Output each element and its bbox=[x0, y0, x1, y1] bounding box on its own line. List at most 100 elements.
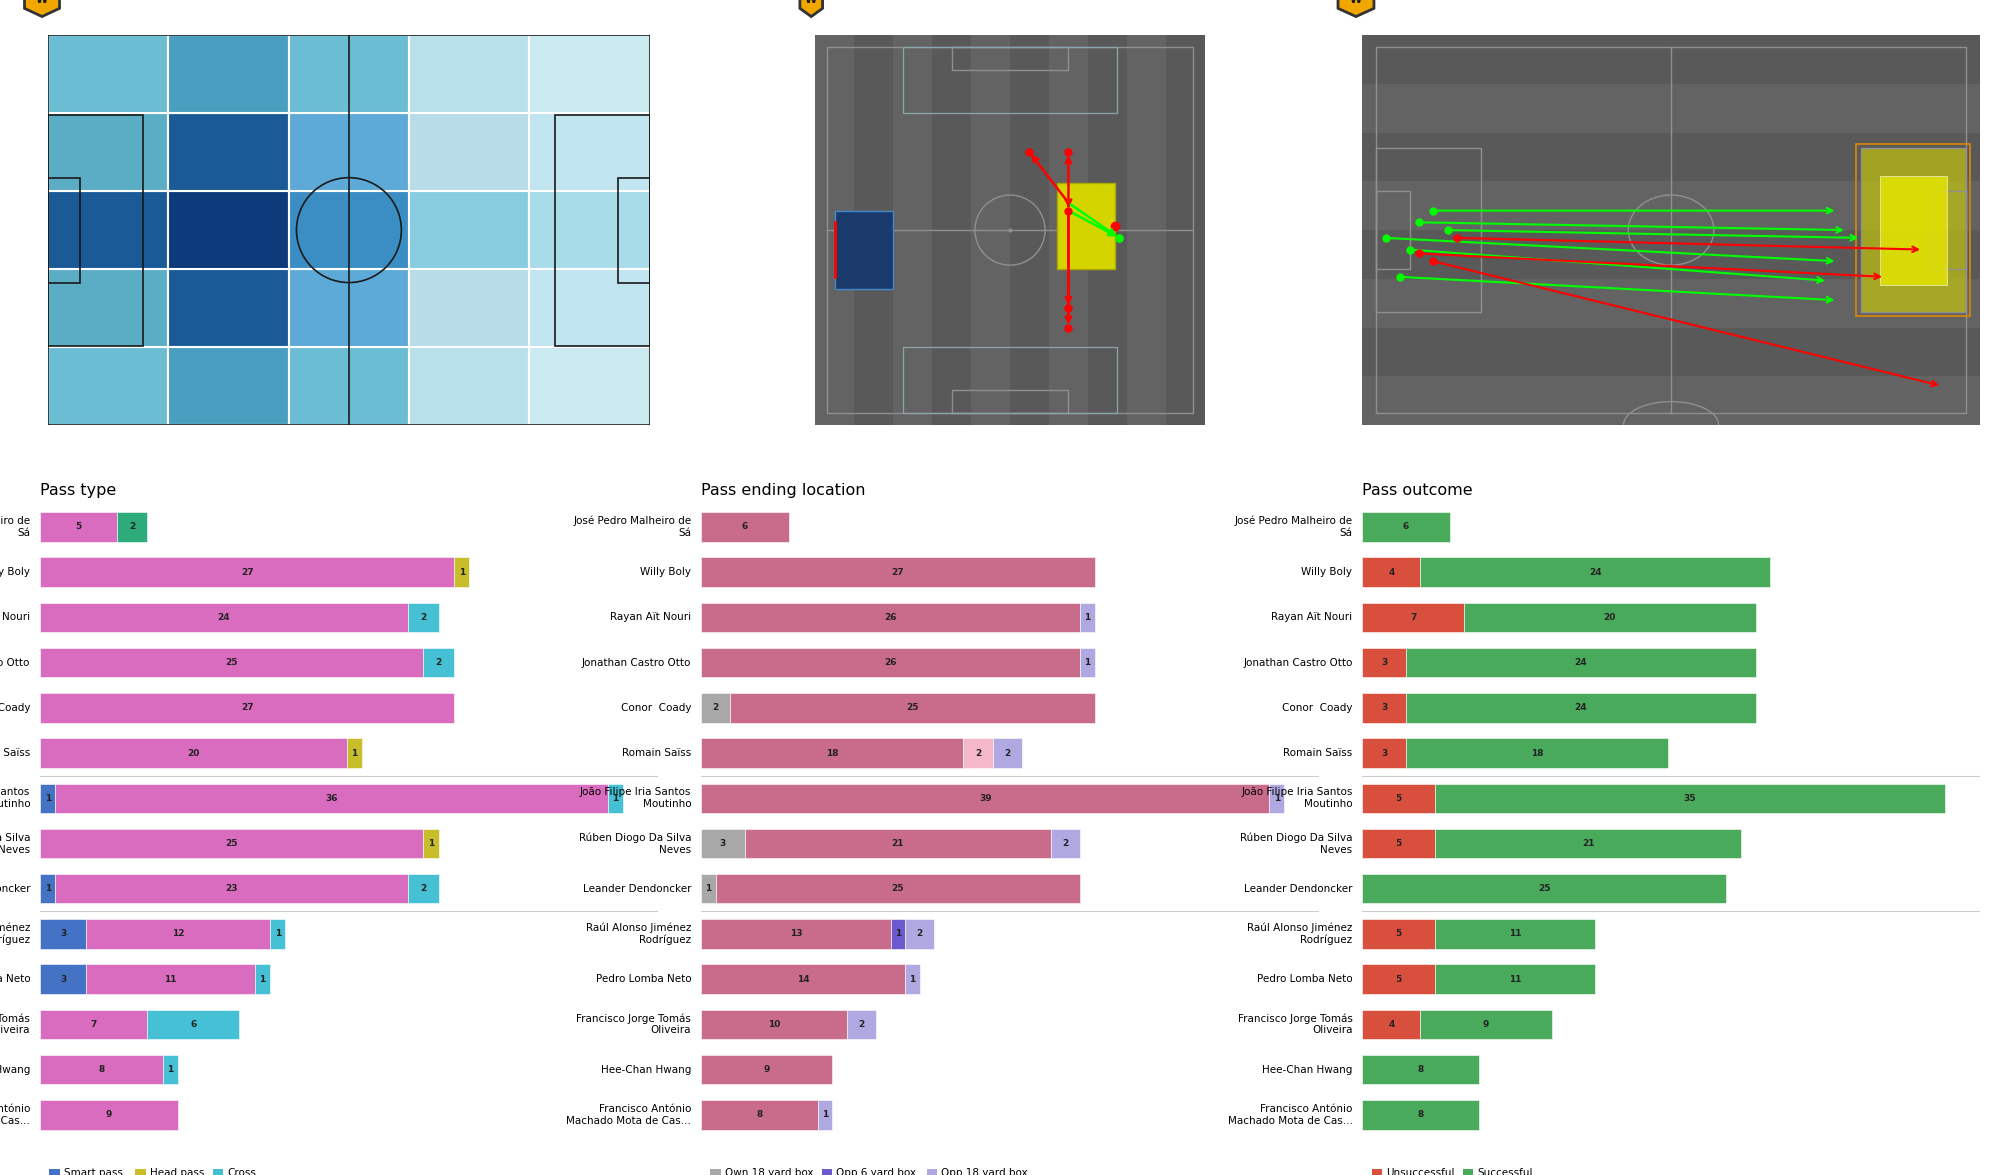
Bar bbox=[702, 1100, 818, 1129]
Bar bbox=[890, 919, 906, 948]
Text: 11: 11 bbox=[1508, 929, 1522, 939]
Bar bbox=[818, 1100, 832, 1129]
Bar bbox=[702, 557, 1094, 586]
Bar bbox=[410, 269, 530, 347]
Legend: Unsuccessful, Successful: Unsuccessful, Successful bbox=[1368, 1164, 1538, 1175]
Text: 1: 1 bbox=[44, 794, 50, 803]
Text: 20: 20 bbox=[188, 748, 200, 758]
Text: 24: 24 bbox=[1574, 658, 1588, 667]
Bar bbox=[1406, 738, 1668, 767]
Bar bbox=[1880, 175, 1946, 284]
Text: 25: 25 bbox=[226, 658, 238, 667]
Bar bbox=[48, 347, 168, 425]
Bar bbox=[1362, 784, 1436, 813]
Text: 11: 11 bbox=[164, 975, 176, 983]
Bar bbox=[702, 1009, 846, 1039]
Text: 9: 9 bbox=[764, 1066, 770, 1074]
Text: 21: 21 bbox=[1582, 839, 1594, 848]
Bar bbox=[116, 512, 148, 542]
Bar bbox=[40, 603, 408, 632]
Bar bbox=[270, 919, 286, 948]
Bar bbox=[1932, 192, 1966, 269]
Bar bbox=[902, 47, 1118, 113]
Text: 27: 27 bbox=[240, 704, 254, 712]
Text: 26: 26 bbox=[884, 613, 896, 622]
Text: 2: 2 bbox=[974, 748, 982, 758]
Text: 4: 4 bbox=[1388, 1020, 1394, 1029]
Bar bbox=[530, 347, 650, 425]
Bar bbox=[702, 738, 964, 767]
Text: 26: 26 bbox=[884, 658, 896, 667]
Bar bbox=[1362, 647, 1406, 677]
Bar bbox=[1376, 192, 1410, 269]
Bar bbox=[1362, 35, 1980, 83]
Bar bbox=[1362, 133, 1980, 181]
Bar bbox=[168, 269, 288, 347]
Bar bbox=[1010, 35, 1048, 425]
Bar bbox=[86, 965, 254, 994]
Text: 5: 5 bbox=[1396, 929, 1402, 939]
Bar bbox=[902, 47, 1118, 113]
Bar bbox=[1050, 828, 1080, 858]
Text: 24: 24 bbox=[1588, 568, 1602, 577]
Text: 13: 13 bbox=[790, 929, 802, 939]
Text: 8: 8 bbox=[756, 1110, 762, 1120]
Text: 2: 2 bbox=[916, 929, 922, 939]
Text: 12: 12 bbox=[172, 929, 184, 939]
Bar bbox=[702, 965, 906, 994]
Bar bbox=[902, 347, 1118, 414]
Bar bbox=[1436, 965, 1596, 994]
Text: 5: 5 bbox=[1396, 794, 1402, 803]
Bar bbox=[834, 210, 894, 289]
Bar bbox=[972, 35, 1010, 425]
Text: 25: 25 bbox=[892, 885, 904, 893]
Text: 3: 3 bbox=[720, 839, 726, 848]
Bar bbox=[48, 115, 142, 345]
Text: 14: 14 bbox=[796, 975, 810, 983]
Bar bbox=[1856, 145, 1970, 316]
Text: 1: 1 bbox=[1274, 794, 1280, 803]
Bar bbox=[1362, 83, 1980, 133]
Text: 2: 2 bbox=[420, 613, 426, 622]
Bar bbox=[1436, 919, 1596, 948]
Bar bbox=[902, 347, 1118, 414]
Bar bbox=[1088, 35, 1126, 425]
Bar bbox=[1362, 230, 1980, 278]
Bar bbox=[408, 874, 438, 904]
Bar bbox=[1362, 557, 1420, 586]
Bar bbox=[1464, 603, 1756, 632]
Text: 1: 1 bbox=[910, 975, 916, 983]
Text: 9: 9 bbox=[106, 1110, 112, 1120]
Bar bbox=[608, 784, 622, 813]
Bar bbox=[56, 784, 608, 813]
Bar bbox=[288, 269, 410, 347]
Text: 1: 1 bbox=[44, 885, 50, 893]
Bar bbox=[992, 738, 1022, 767]
Text: 20: 20 bbox=[1604, 613, 1616, 622]
Bar bbox=[702, 784, 1270, 813]
Text: 1: 1 bbox=[458, 568, 464, 577]
Legend: Smart pass, Simple pass, Head pass, Hand pass, Cross: Smart pass, Simple pass, Head pass, Hand… bbox=[46, 1164, 260, 1175]
Bar bbox=[40, 828, 424, 858]
Bar bbox=[702, 647, 1080, 677]
Bar bbox=[40, 874, 56, 904]
Text: 21: 21 bbox=[892, 839, 904, 848]
Bar bbox=[40, 1055, 162, 1085]
Bar bbox=[1166, 35, 1204, 425]
Bar bbox=[1080, 647, 1094, 677]
Text: Pass type: Pass type bbox=[40, 483, 116, 498]
Text: 3: 3 bbox=[1380, 658, 1388, 667]
Text: 3: 3 bbox=[1380, 748, 1388, 758]
Bar bbox=[530, 35, 650, 113]
Bar bbox=[40, 693, 454, 723]
Bar bbox=[48, 177, 80, 282]
Bar bbox=[1362, 874, 1726, 904]
Text: 1: 1 bbox=[260, 975, 266, 983]
Text: 2: 2 bbox=[858, 1020, 864, 1029]
Text: 24: 24 bbox=[218, 613, 230, 622]
Bar bbox=[254, 965, 270, 994]
Bar bbox=[410, 192, 530, 269]
Bar bbox=[1862, 148, 1966, 311]
Bar bbox=[1362, 828, 1436, 858]
Text: 1: 1 bbox=[428, 839, 434, 848]
